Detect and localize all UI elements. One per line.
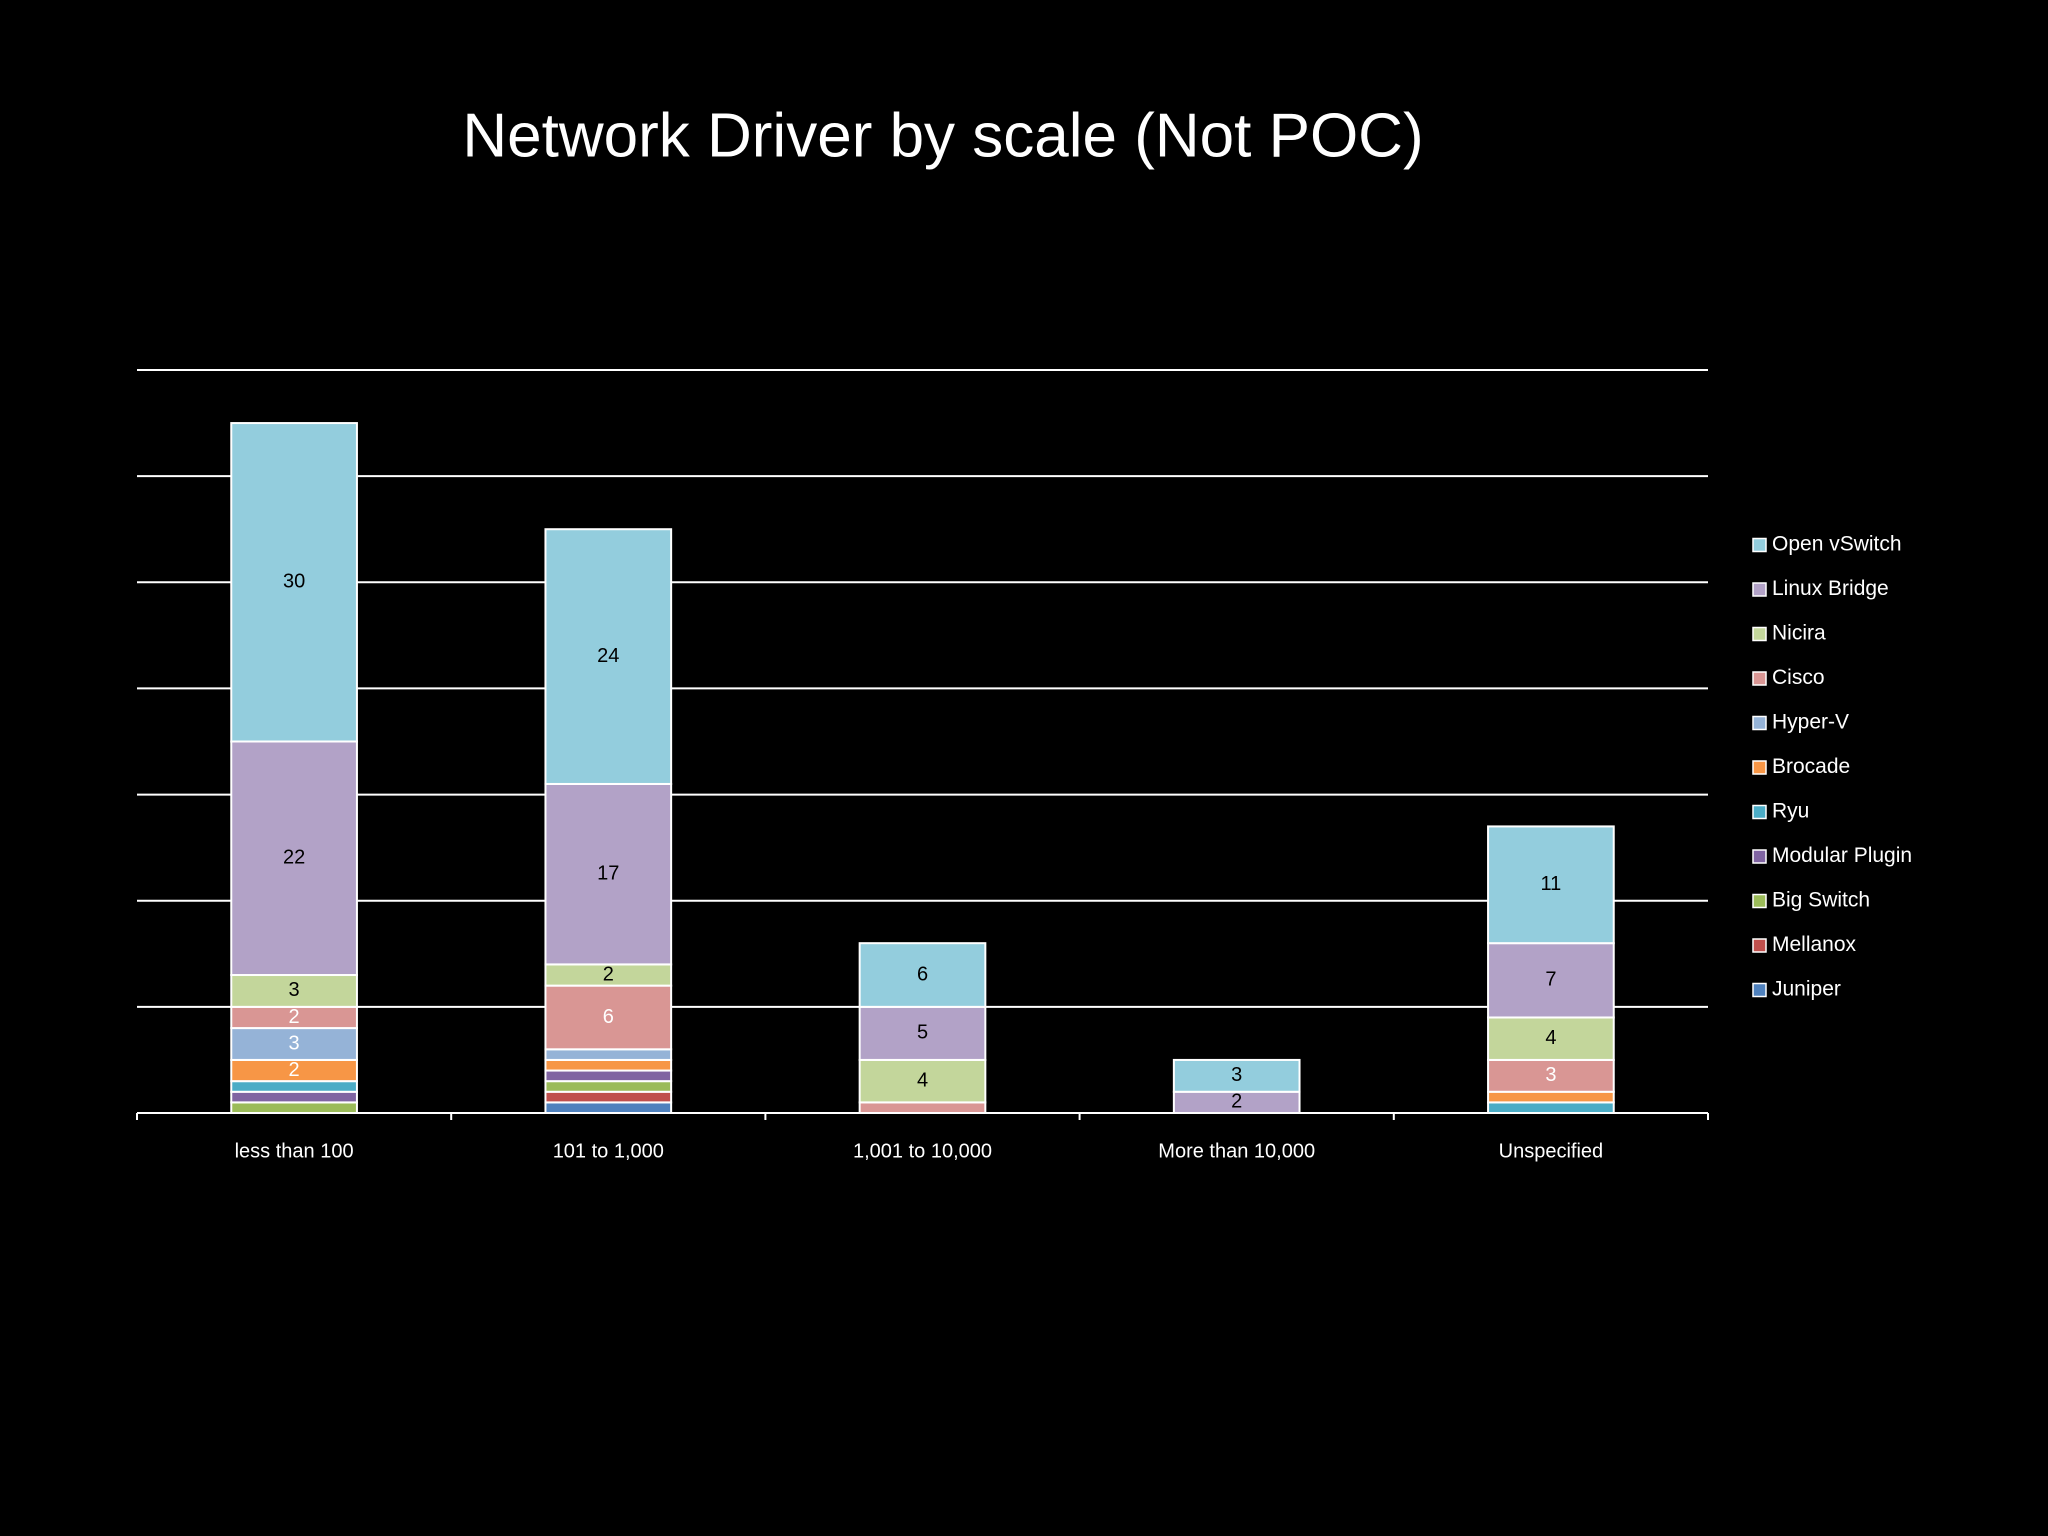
legend-swatch <box>1752 938 1767 953</box>
bar-segment <box>544 782 673 966</box>
bar-segment <box>230 1080 358 1093</box>
legend-label: Ryu <box>1772 800 1809 823</box>
data-label: 2 <box>289 1006 300 1028</box>
x-tick-label: 101 to 1,000 <box>553 1140 664 1162</box>
bar-segment <box>544 1048 673 1061</box>
data-label: 4 <box>917 1069 928 1091</box>
bar-segment <box>1487 1058 1615 1093</box>
data-label: 7 <box>1545 969 1556 991</box>
data-label: 24 <box>597 645 619 667</box>
bar-segment <box>230 422 358 743</box>
legend-swatch <box>1752 626 1767 642</box>
bar-segment <box>230 974 358 1008</box>
x-tick-label: More than 10,000 <box>1158 1140 1315 1162</box>
legend-label: Brocade <box>1772 755 1850 778</box>
legend-swatch <box>1752 671 1767 686</box>
bar-segment <box>1487 825 1615 945</box>
x-tick-label: Unspecified <box>1499 1140 1604 1162</box>
bar-segment <box>1487 1016 1615 1061</box>
bar-segment <box>544 528 673 785</box>
legend-swatch <box>1752 582 1767 597</box>
bar-segment <box>858 1005 987 1061</box>
bar-segment <box>1172 1058 1301 1093</box>
bar-segment <box>1487 942 1615 1019</box>
bar-segment <box>544 1101 673 1115</box>
legend-swatch <box>1752 982 1767 998</box>
bar-segment <box>544 984 673 1051</box>
bar-segment <box>544 1058 673 1072</box>
legend-label: Mellanox <box>1772 933 1857 956</box>
bar-segment <box>230 1090 358 1104</box>
bar-segment <box>230 740 358 977</box>
legend-swatch <box>1752 760 1767 775</box>
legend-label: Juniper <box>1772 978 1841 1001</box>
bar-segment <box>230 1101 358 1115</box>
bar-segment <box>230 1027 358 1061</box>
bar-segment <box>858 942 987 1008</box>
data-label: 6 <box>603 1006 614 1028</box>
data-label: 3 <box>1545 1064 1556 1086</box>
data-label: 6 <box>917 963 928 985</box>
bar-segment <box>544 1090 673 1104</box>
legend-label: Open vSwitch <box>1772 533 1902 556</box>
data-label: 4 <box>1545 1027 1556 1049</box>
data-label: 2 <box>289 1059 300 1081</box>
legend-label: Big Switch <box>1772 889 1870 912</box>
chart-title: Network Driver by scale (Not POC) <box>462 101 1423 170</box>
bar-segment <box>1487 1090 1615 1104</box>
x-tick-label: 1,001 to 10,000 <box>853 1140 992 1162</box>
legend-swatch <box>1752 804 1767 820</box>
legend-swatch <box>1752 849 1767 864</box>
data-label: 5 <box>917 1022 928 1044</box>
data-label: 2 <box>1231 1091 1242 1113</box>
bar-segment <box>858 1101 987 1115</box>
legend-swatch <box>1752 537 1767 553</box>
x-tick-label: less than 100 <box>235 1140 354 1162</box>
legend-label: Nicira <box>1772 622 1826 645</box>
legend-label: Hyper-V <box>1772 711 1849 734</box>
data-label: 30 <box>283 571 305 593</box>
legend-swatch <box>1752 715 1767 731</box>
data-label: 17 <box>597 862 619 884</box>
legend-label: Cisco <box>1772 666 1825 689</box>
bar-segment <box>544 1080 673 1093</box>
legend-label: Modular Plugin <box>1772 844 1912 867</box>
legend-label: Linux Bridge <box>1772 577 1889 600</box>
bar-segment <box>1487 1101 1615 1115</box>
bar-segment <box>544 1069 673 1083</box>
data-label: 11 <box>1541 873 1562 895</box>
data-label: 3 <box>289 1032 300 1054</box>
data-label: 3 <box>289 979 300 1001</box>
data-label: 22 <box>283 847 305 869</box>
data-label: 2 <box>603 963 614 985</box>
data-label: 3 <box>1231 1064 1242 1086</box>
legend-swatch <box>1752 893 1767 909</box>
